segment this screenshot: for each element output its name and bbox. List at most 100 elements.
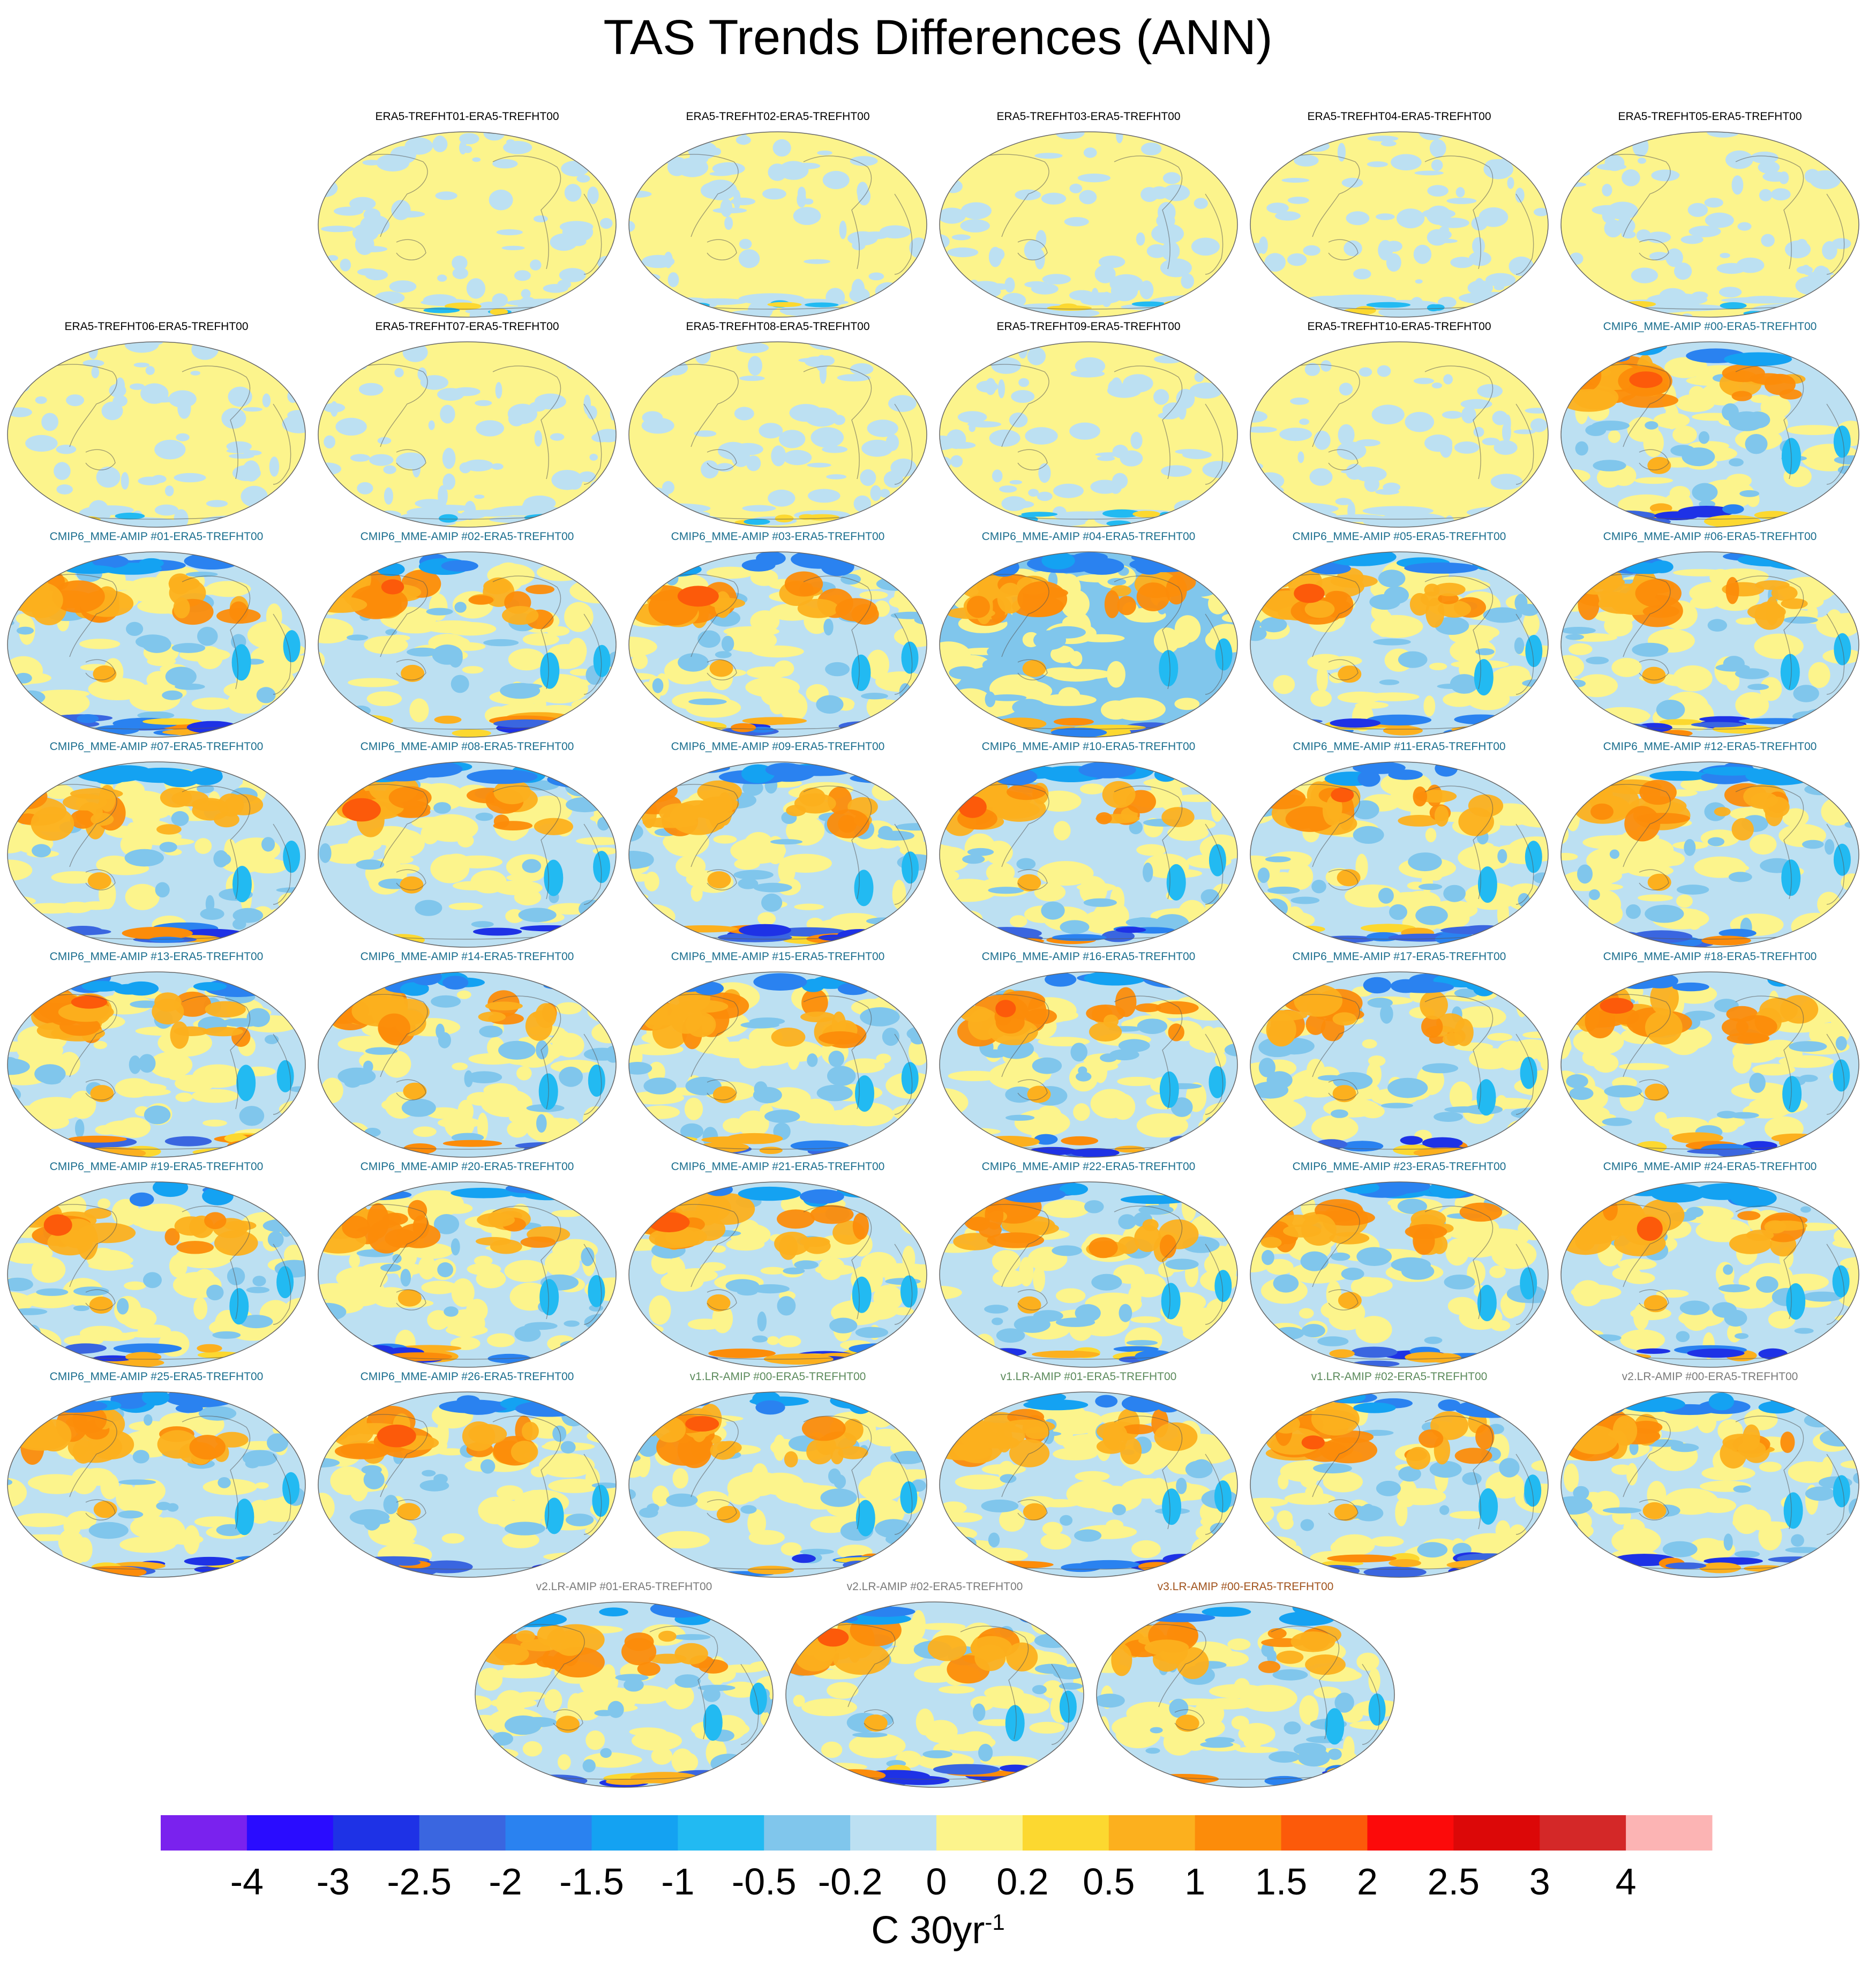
colorbar-tick-label: -4 (230, 1861, 264, 1902)
panel-title: CMIP6_MME-AMIP #21-ERA5-TREFHT00 (671, 1160, 885, 1173)
map-panel: CMIP6_MME-AMIP #09-ERA5-TREFHT00 (623, 740, 933, 950)
global-map (1250, 131, 1549, 318)
panel-title: ERA5-TREFHT10-ERA5-TREFHT00 (1307, 320, 1491, 333)
map-panel: ERA5-TREFHT09-ERA5-TREFHT00 (934, 320, 1243, 530)
colorbar-tick-label: -0.2 (818, 1861, 883, 1902)
map-panel: CMIP6_MME-AMIP #24-ERA5-TREFHT00 (1555, 1160, 1865, 1370)
colorbar-tick-label: -2.5 (387, 1861, 452, 1902)
colorbar-swatch (678, 1815, 764, 1851)
map-panel: CMIP6_MME-AMIP #06-ERA5-TREFHT00 (1555, 530, 1865, 740)
panel-title: ERA5-TREFHT06-ERA5-TREFHT00 (64, 320, 249, 333)
global-map (939, 1181, 1238, 1368)
panel-title: CMIP6_MME-AMIP #22-ERA5-TREFHT00 (981, 1160, 1196, 1173)
colorbar-swatch (161, 1815, 247, 1851)
map-panel: v2.LR-AMIP #02-ERA5-TREFHT00 (780, 1581, 1090, 1791)
map-panel: CMIP6_MME-AMIP #10-ERA5-TREFHT00 (934, 740, 1243, 950)
map-panel: v1.LR-AMIP #00-ERA5-TREFHT00 (623, 1370, 933, 1581)
map-panel: ERA5-TREFHT05-ERA5-TREFHT00 (1555, 110, 1865, 320)
colorbar-tick-label: 2 (1357, 1861, 1378, 1902)
map-panel: CMIP6_MME-AMIP #15-ERA5-TREFHT00 (623, 950, 933, 1160)
panel-title: ERA5-TREFHT02-ERA5-TREFHT00 (686, 110, 870, 123)
panel-title: CMIP6_MME-AMIP #04-ERA5-TREFHT00 (981, 530, 1196, 543)
panel-title: CMIP6_MME-AMIP #16-ERA5-TREFHT00 (981, 950, 1196, 963)
panel-title: CMIP6_MME-AMIP #09-ERA5-TREFHT00 (671, 740, 885, 753)
global-map (1560, 131, 1859, 318)
colorbar-swatch (1281, 1815, 1368, 1851)
panel-title: CMIP6_MME-AMIP #12-ERA5-TREFHT00 (1603, 740, 1817, 753)
global-map (7, 551, 306, 738)
map-panel: CMIP6_MME-AMIP #19-ERA5-TREFHT00 (2, 1160, 311, 1370)
panel-title: ERA5-TREFHT09-ERA5-TREFHT00 (996, 320, 1181, 333)
panel-title: v2.LR-AMIP #00-ERA5-TREFHT00 (1622, 1370, 1798, 1383)
colorbar-swatch (850, 1815, 937, 1851)
map-panel: ERA5-TREFHT04-ERA5-TREFHT00 (1244, 110, 1554, 320)
panel-title: CMIP6_MME-AMIP #25-ERA5-TREFHT00 (49, 1370, 264, 1383)
global-map (318, 971, 617, 1158)
global-map (318, 1391, 617, 1578)
global-map (628, 131, 927, 318)
global-map (1560, 1181, 1859, 1368)
map-panel: ERA5-TREFHT03-ERA5-TREFHT00 (934, 110, 1243, 320)
colorbar-swatch (333, 1815, 420, 1851)
map-panel: ERA5-TREFHT02-ERA5-TREFHT00 (623, 110, 933, 320)
panel-title: CMIP6_MME-AMIP #00-ERA5-TREFHT00 (1603, 320, 1817, 333)
panel-title: v2.LR-AMIP #01-ERA5-TREFHT00 (536, 1581, 712, 1593)
global-map (1560, 341, 1859, 528)
map-panel: CMIP6_MME-AMIP #14-ERA5-TREFHT00 (312, 950, 622, 1160)
panel-title: v1.LR-AMIP #00-ERA5-TREFHT00 (689, 1370, 866, 1383)
map-panel: v2.LR-AMIP #01-ERA5-TREFHT00 (469, 1581, 779, 1791)
panel-title: CMIP6_MME-AMIP #07-ERA5-TREFHT00 (49, 740, 264, 753)
global-map (939, 971, 1238, 1158)
map-panel: CMIP6_MME-AMIP #07-ERA5-TREFHT00 (2, 740, 311, 950)
map-panel: CMIP6_MME-AMIP #23-ERA5-TREFHT00 (1244, 1160, 1554, 1370)
colorbar-tick-label: -2 (489, 1861, 522, 1902)
global-map (939, 131, 1238, 318)
global-map (318, 131, 617, 318)
panel-title: ERA5-TREFHT04-ERA5-TREFHT00 (1307, 110, 1491, 123)
colorbar-tick-label: 1 (1184, 1861, 1205, 1902)
global-map (1250, 971, 1549, 1158)
global-map (1560, 1391, 1859, 1578)
map-panel: CMIP6_MME-AMIP #26-ERA5-TREFHT00 (312, 1370, 622, 1581)
units-label: C 30yr (871, 1909, 985, 1952)
map-panel: CMIP6_MME-AMIP #21-ERA5-TREFHT00 (623, 1160, 933, 1370)
colorbar-tick-label: -1.5 (559, 1861, 624, 1902)
map-panel: CMIP6_MME-AMIP #00-ERA5-TREFHT00 (1555, 320, 1865, 530)
panel-title: CMIP6_MME-AMIP #14-ERA5-TREFHT00 (360, 950, 574, 963)
panel-title: CMIP6_MME-AMIP #02-ERA5-TREFHT00 (360, 530, 574, 543)
map-panel: CMIP6_MME-AMIP #05-ERA5-TREFHT00 (1244, 530, 1554, 740)
colorbar-swatch (1367, 1815, 1454, 1851)
chart-title: TAS Trends Differences (ANN) (603, 10, 1273, 65)
global-map (1560, 551, 1859, 738)
units-exponent: -1 (985, 1909, 1005, 1935)
panel-title: ERA5-TREFHT07-ERA5-TREFHT00 (375, 320, 559, 333)
panel-title: CMIP6_MME-AMIP #17-ERA5-TREFHT00 (1292, 950, 1506, 963)
colorbar-swatch (1195, 1815, 1282, 1851)
global-map (1560, 971, 1859, 1158)
global-map (785, 1601, 1084, 1788)
map-panel: CMIP6_MME-AMIP #01-ERA5-TREFHT00 (2, 530, 311, 740)
panel-title: CMIP6_MME-AMIP #15-ERA5-TREFHT00 (671, 950, 885, 963)
panel-title: CMIP6_MME-AMIP #11-ERA5-TREFHT00 (1293, 740, 1506, 753)
global-map (7, 1181, 306, 1368)
colorbar-swatch (1022, 1815, 1109, 1851)
colorbar-swatch (505, 1815, 592, 1851)
map-panel: CMIP6_MME-AMIP #13-ERA5-TREFHT00 (2, 950, 311, 1160)
panel-title: ERA5-TREFHT03-ERA5-TREFHT00 (996, 110, 1181, 123)
colorbar-swatch (1453, 1815, 1540, 1851)
map-panel: ERA5-TREFHT08-ERA5-TREFHT00 (623, 320, 933, 530)
map-panel: CMIP6_MME-AMIP #03-ERA5-TREFHT00 (623, 530, 933, 740)
global-map (1250, 1181, 1549, 1368)
map-panel: CMIP6_MME-AMIP #20-ERA5-TREFHT00 (312, 1160, 622, 1370)
colorbar-tick-label: 0 (926, 1861, 947, 1902)
panel-title: CMIP6_MME-AMIP #24-ERA5-TREFHT00 (1603, 1160, 1817, 1173)
panel-title: CMIP6_MME-AMIP #06-ERA5-TREFHT00 (1603, 530, 1817, 543)
map-panel: v3.LR-AMIP #00-ERA5-TREFHT00 (1091, 1581, 1400, 1791)
colorbar-swatch (764, 1815, 851, 1851)
map-panel: CMIP6_MME-AMIP #12-ERA5-TREFHT00 (1555, 740, 1865, 950)
map-panel: CMIP6_MME-AMIP #08-ERA5-TREFHT00 (312, 740, 622, 950)
panel-title: CMIP6_MME-AMIP #26-ERA5-TREFHT00 (360, 1370, 574, 1383)
colorbar-tick-label: -0.5 (732, 1861, 797, 1902)
